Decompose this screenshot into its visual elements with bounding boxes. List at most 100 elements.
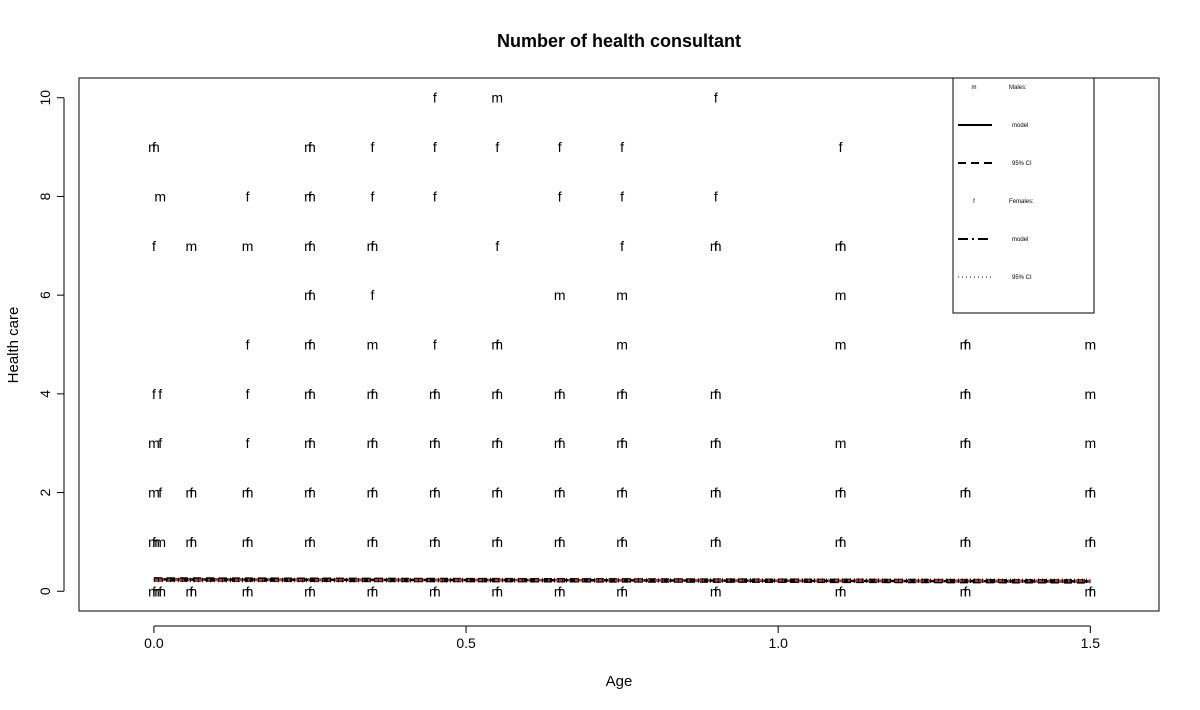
data-point: m (429, 485, 441, 501)
x-tick-label: 0.5 (456, 635, 476, 651)
fit-line (153, 579, 1091, 584)
data-point: m (554, 583, 566, 599)
data-point: m (554, 485, 566, 501)
data-point: f (558, 534, 562, 550)
data-point: m (154, 188, 166, 204)
data-point: m (304, 188, 316, 204)
data-point: f (714, 238, 718, 254)
data-point: f (189, 485, 193, 501)
data-point: m (186, 534, 198, 550)
data-point: f (964, 583, 968, 599)
data-point: m (186, 583, 198, 599)
data-point: m (148, 139, 160, 155)
data-point: f (370, 139, 374, 155)
data-point: m (304, 386, 316, 402)
data-point: f (433, 435, 437, 451)
data-point: f (839, 485, 843, 501)
data-point: m (616, 287, 628, 303)
data-point: f (495, 485, 499, 501)
data-point: m (148, 583, 160, 599)
data-point: f (433, 90, 437, 106)
data-point: m (835, 238, 847, 254)
x-tick-label: 0.0 (144, 635, 164, 651)
data-point: f (189, 583, 193, 599)
data-point: m (429, 386, 441, 402)
y-axis-label: Health care (5, 307, 22, 384)
data-point: m (304, 534, 316, 550)
data-point: m (616, 534, 628, 550)
legend-label: 95% CI (1012, 161, 1032, 167)
data-point: m (148, 485, 160, 501)
data-point: m (1084, 435, 1096, 451)
data-point: f (370, 534, 374, 550)
data-point: m (1084, 337, 1096, 353)
y-tick-label: 4 (37, 390, 53, 398)
legend-label: Females: (1009, 199, 1034, 205)
data-point: m (429, 583, 441, 599)
data-point: f (308, 188, 312, 204)
data-point: f (964, 435, 968, 451)
data-point: m (367, 583, 379, 599)
data-point: m (960, 485, 972, 501)
data-point: f (620, 386, 624, 402)
data-point: m (304, 139, 316, 155)
data-point: m (835, 337, 847, 353)
data-point: f (152, 534, 156, 550)
data-point: m (367, 534, 379, 550)
data-point: f (433, 583, 437, 599)
data-point: m (491, 534, 503, 550)
data-point: f (433, 188, 437, 204)
data-point: f (370, 238, 374, 254)
data-point: f (964, 485, 968, 501)
data-point: m (491, 90, 503, 106)
data-point: f (308, 337, 312, 353)
data-point: f (370, 583, 374, 599)
data-point: f (158, 435, 162, 451)
data-point: m (242, 583, 254, 599)
data-point: f (495, 337, 499, 353)
data-point: m (367, 435, 379, 451)
legend-label: Males: (1009, 85, 1027, 91)
data-point: m (960, 583, 972, 599)
data-point: f (308, 534, 312, 550)
data-point: f (1088, 534, 1092, 550)
data-point: f (495, 139, 499, 155)
data-point: m (491, 583, 503, 599)
data-point: f (558, 485, 562, 501)
data-point: f (158, 386, 162, 402)
data-point: m (960, 534, 972, 550)
data-point: f (620, 238, 624, 254)
data-point: f (558, 188, 562, 204)
data-point: f (558, 139, 562, 155)
data-point: m (304, 435, 316, 451)
data-point: m (491, 337, 503, 353)
chart-title: Number of health consultant (497, 31, 741, 51)
x-axis: 0.0 0.5 1.0 1.5 (144, 625, 1100, 651)
legend-label: model (1012, 123, 1028, 129)
y-tick-label: 0 (37, 587, 53, 595)
data-point: f (839, 583, 843, 599)
data-point: m (429, 435, 441, 451)
data-point: f (558, 435, 562, 451)
data-point: f (495, 435, 499, 451)
data-point: m (367, 337, 379, 353)
data-point: f (308, 139, 312, 155)
y-tick-label: 8 (37, 192, 53, 200)
data-point: f (964, 534, 968, 550)
data-point: f (158, 583, 162, 599)
data-point: f (246, 485, 250, 501)
data-point: f (308, 583, 312, 599)
data-point: m (835, 435, 847, 451)
data-point: f (620, 583, 624, 599)
data-point: m (148, 534, 160, 550)
data-point: f (246, 386, 250, 402)
data-point: f (620, 139, 624, 155)
data-point: m (710, 238, 722, 254)
data-point: m (367, 238, 379, 254)
data-point: m (835, 534, 847, 550)
data-point: f (370, 485, 374, 501)
data-point: m (491, 485, 503, 501)
data-point: f (189, 534, 193, 550)
data-point: m (710, 386, 722, 402)
data-point: f (495, 583, 499, 599)
